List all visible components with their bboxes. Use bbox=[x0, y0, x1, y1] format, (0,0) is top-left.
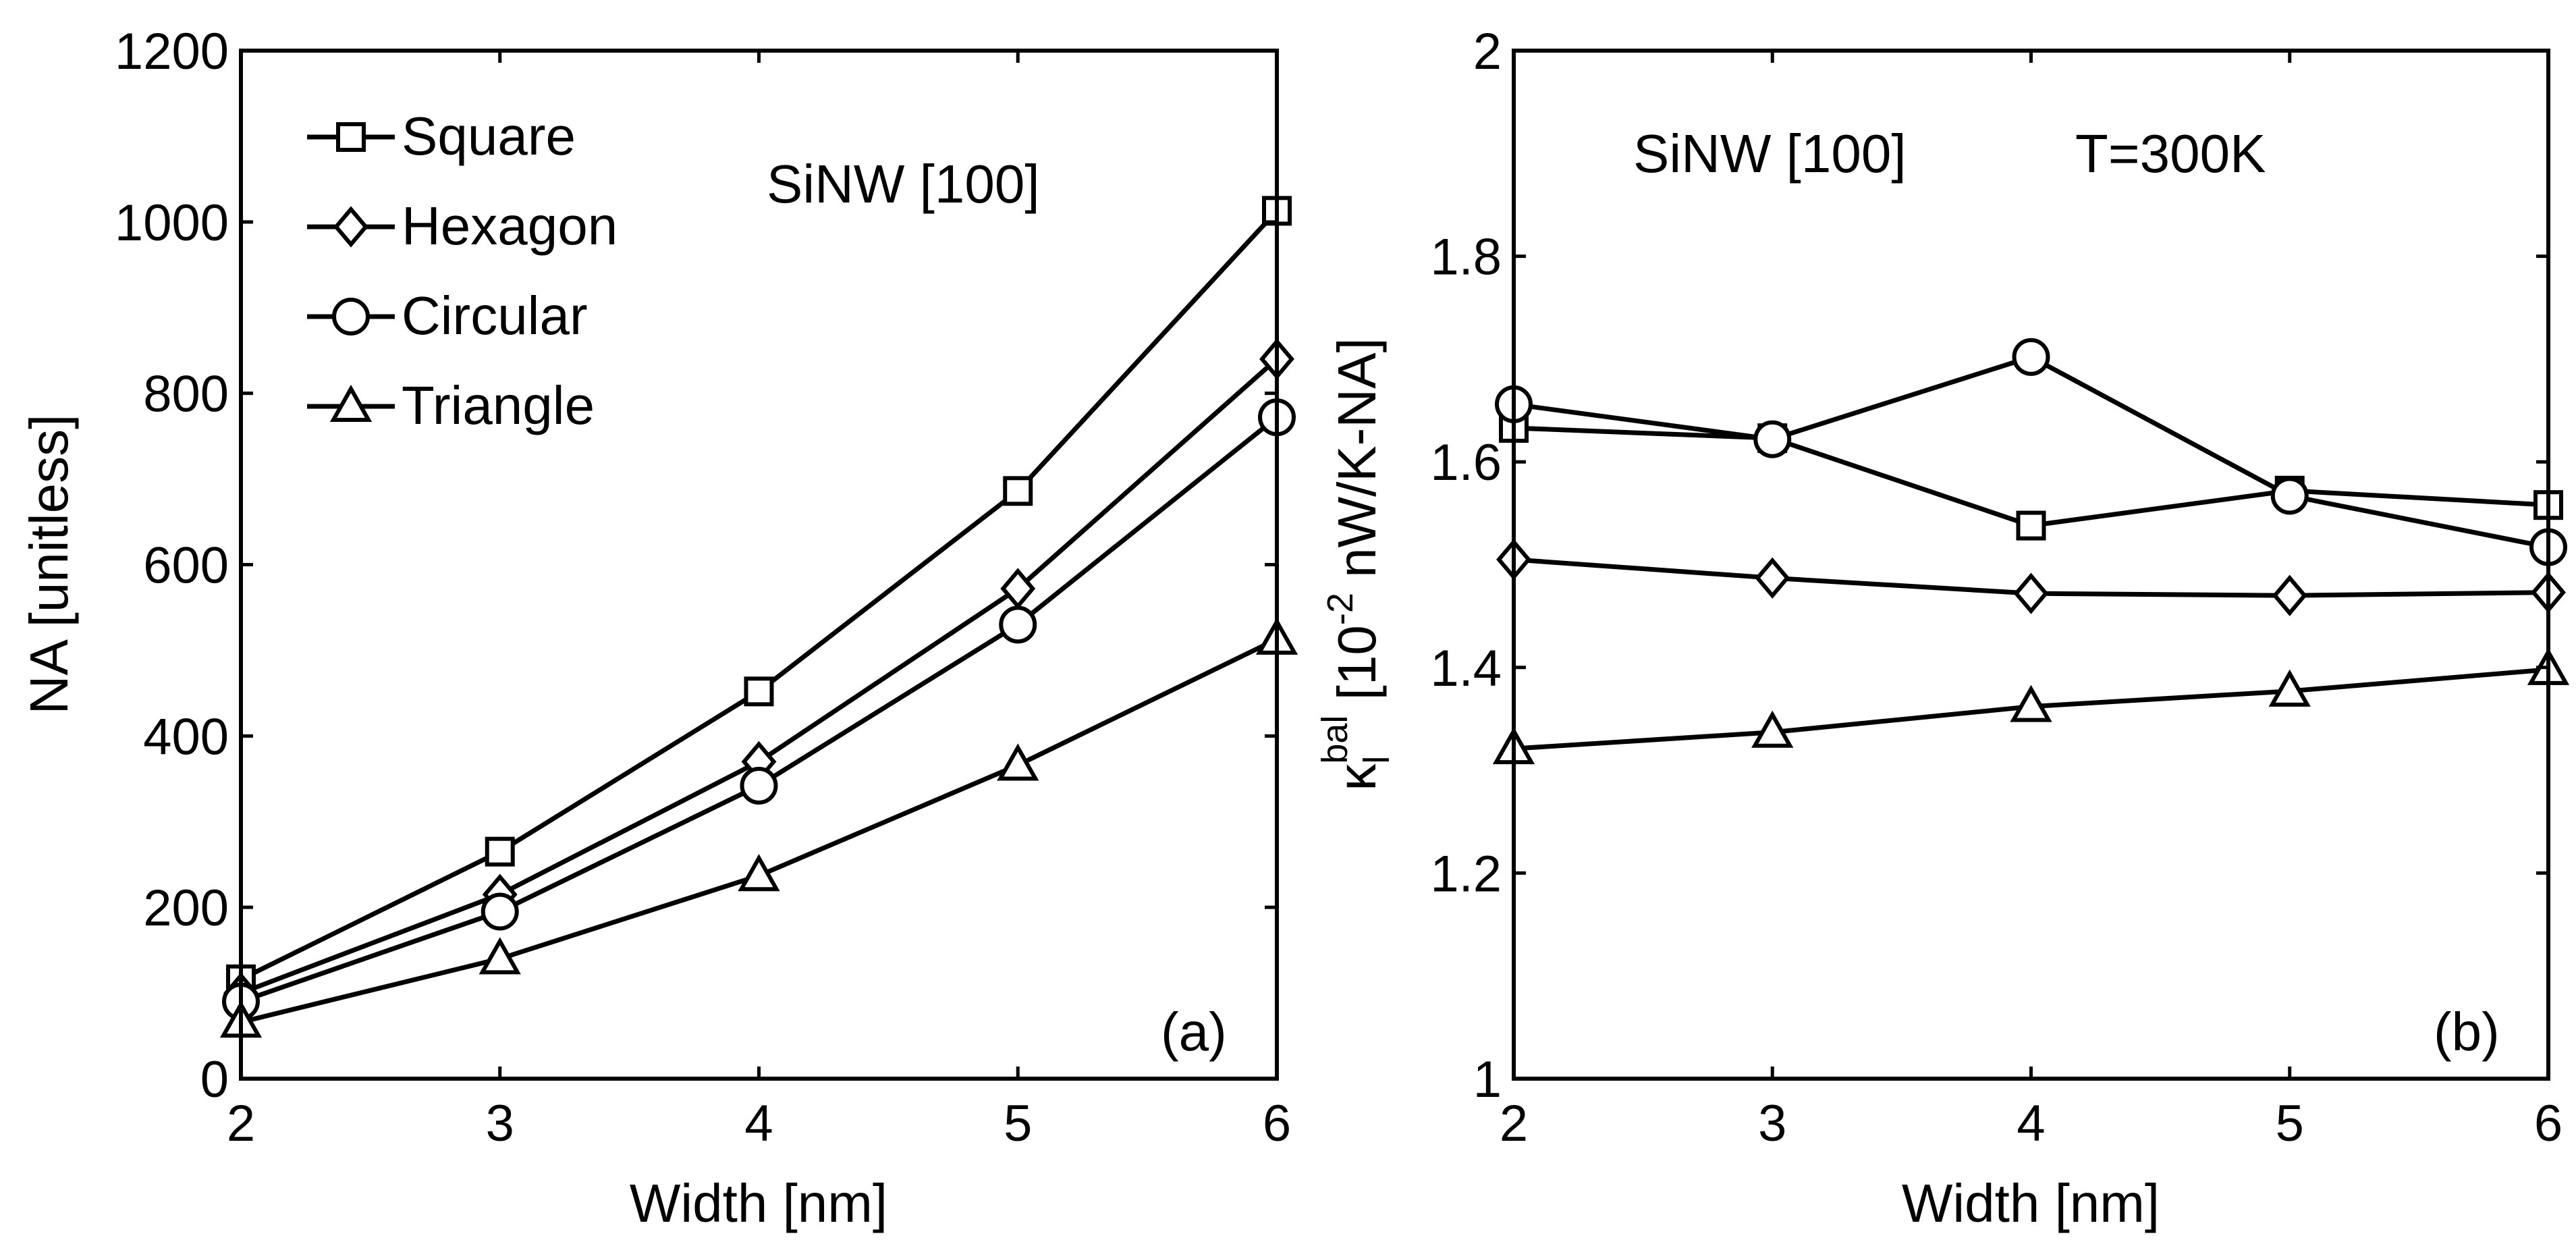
y-tick-label: 200 bbox=[143, 880, 229, 937]
y-label-subscript: l bbox=[1356, 756, 1397, 764]
y-tick-label: 1.6 bbox=[1430, 434, 1502, 491]
data-point-square bbox=[485, 836, 515, 867]
y-tick-label: 1 bbox=[1473, 1051, 1502, 1108]
data-point-hexagon bbox=[2272, 574, 2307, 616]
legend-markers bbox=[307, 122, 395, 422]
y-label-unit: nW/K-NA] bbox=[1327, 338, 1387, 593]
legend-marker-circular bbox=[332, 298, 370, 335]
panel-b-axes-box bbox=[1512, 49, 2550, 1081]
y-label-exponent: -2 bbox=[1320, 593, 1361, 625]
x-tick-label: 4 bbox=[2017, 1095, 2045, 1152]
x-tick-label: 6 bbox=[1263, 1095, 1291, 1152]
data-point-triangle bbox=[2268, 669, 2311, 707]
data-point-square bbox=[2016, 510, 2046, 541]
legend-label-square: Square bbox=[402, 106, 576, 166]
panel-b-annotation-temperature: T=300K bbox=[2075, 124, 2266, 184]
data-point-circular bbox=[2012, 338, 2050, 376]
panel-a-x-axis-label: Width [nm] bbox=[630, 1173, 887, 1233]
y-tick-label: 1.8 bbox=[1430, 229, 1502, 286]
legend-label-hexagon: Hexagon bbox=[402, 196, 618, 256]
data-point-triangle bbox=[1751, 710, 1794, 748]
panel-b-markers bbox=[1492, 338, 2570, 765]
data-point-hexagon bbox=[1755, 557, 1790, 599]
x-tick-label: 3 bbox=[486, 1095, 514, 1152]
series-line-circular bbox=[240, 415, 1279, 1004]
x-tick-label: 6 bbox=[2534, 1095, 2563, 1152]
y-tick-label: 0 bbox=[200, 1051, 229, 1108]
panel-b-ticks: 2 3 4 5 6 1 1.2 1.4 1.6 1.8 2 bbox=[1430, 23, 2563, 1152]
x-tick-label: 4 bbox=[744, 1095, 773, 1152]
legend-marker-hexagon bbox=[333, 206, 368, 248]
panel-a-ticks: 2 3 4 5 6 0 200 400 600 800 1000 1200 bbox=[115, 23, 1291, 1152]
data-point-circular bbox=[740, 766, 778, 805]
x-tick-label: 2 bbox=[1500, 1095, 1528, 1152]
data-point-circular bbox=[999, 605, 1037, 644]
panel-b-y-axis-label: κlbal [10-2 nW/K-NA] bbox=[1315, 338, 1397, 790]
panel-a-legend: Square Hexagon Circular Triangle bbox=[307, 106, 618, 435]
panel-b: 2 3 4 5 6 1 1.2 1.4 1.6 1.8 2 SiNW [100] T=300K (b… bbox=[1315, 23, 2570, 1233]
data-point-square bbox=[744, 676, 774, 707]
panel-b-x-axis-label: Width [nm] bbox=[1902, 1173, 2160, 1233]
data-point-hexagon bbox=[2013, 572, 2049, 614]
x-tick-label: 5 bbox=[2276, 1095, 2304, 1152]
panel-a-annotation: SiNW [100] bbox=[767, 154, 1040, 214]
y-label-kappa: κ bbox=[1327, 763, 1387, 791]
x-tick-label: 2 bbox=[227, 1095, 255, 1152]
y-label-text: [10 bbox=[1327, 625, 1387, 715]
legend-marker-triangle bbox=[329, 384, 373, 422]
y-tick-label: 1200 bbox=[115, 23, 229, 80]
x-tick-label: 3 bbox=[1758, 1095, 1786, 1152]
panel-a-y-axis-label: NA [unitless] bbox=[19, 414, 79, 715]
panel-a-tag: (a) bbox=[1161, 1002, 1227, 1062]
y-tick-label: 600 bbox=[143, 537, 229, 595]
panel-a-axes-box bbox=[239, 49, 1279, 1081]
y-label-superscript: bal bbox=[1315, 716, 1355, 764]
data-point-triangle bbox=[478, 937, 521, 975]
panel-a: 2 3 4 5 6 0 200 400 600 800 1000 1200 Square Hexago… bbox=[19, 23, 1298, 1233]
data-point-circular bbox=[481, 892, 519, 931]
legend-label-triangle: Triangle bbox=[402, 375, 595, 435]
panel-b-annotation-material: SiNW [100] bbox=[1633, 124, 1907, 184]
data-point-triangle bbox=[738, 854, 780, 892]
y-tick-label: 400 bbox=[143, 708, 229, 765]
y-tick-label: 1.4 bbox=[1430, 640, 1502, 697]
y-tick-label: 800 bbox=[143, 366, 229, 423]
data-point-triangle bbox=[997, 743, 1039, 781]
y-tick-label: 1000 bbox=[115, 194, 229, 252]
data-point-square bbox=[1003, 476, 1033, 506]
legend-marker-square bbox=[336, 122, 366, 152]
panel-a-lines bbox=[240, 209, 1279, 1025]
x-tick-label: 5 bbox=[1004, 1095, 1032, 1152]
y-tick-label: 2 bbox=[1473, 23, 1502, 80]
data-point-triangle bbox=[2010, 684, 2052, 722]
series-line-hexagon bbox=[240, 357, 1279, 996]
data-point-circular bbox=[1753, 420, 1792, 458]
legend-label-circular: Circular bbox=[402, 286, 588, 346]
y-tick-label: 1.2 bbox=[1430, 845, 1502, 902]
data-point-circular bbox=[2270, 477, 2309, 515]
panel-b-tag: (b) bbox=[2434, 1002, 2500, 1062]
